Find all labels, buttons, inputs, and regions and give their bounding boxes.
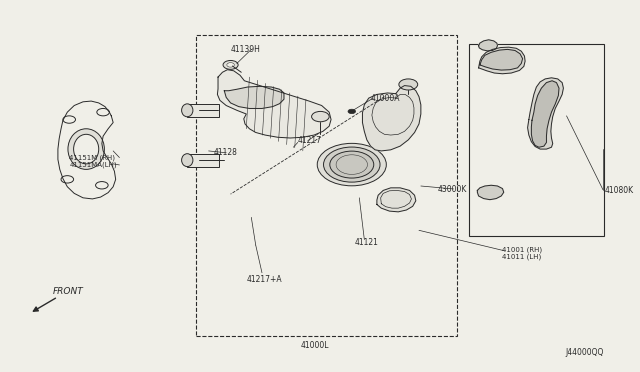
Ellipse shape xyxy=(68,129,104,169)
Polygon shape xyxy=(479,47,525,74)
Text: 43000K: 43000K xyxy=(438,185,467,194)
Polygon shape xyxy=(479,40,497,51)
Text: J44000QQ: J44000QQ xyxy=(566,349,604,357)
Text: 41000A: 41000A xyxy=(371,94,400,103)
Bar xyxy=(469,44,604,236)
Circle shape xyxy=(227,62,234,67)
Polygon shape xyxy=(531,81,559,147)
Text: 41217: 41217 xyxy=(298,136,322,145)
Polygon shape xyxy=(377,188,416,212)
Ellipse shape xyxy=(74,134,99,164)
Text: 41001 (RH): 41001 (RH) xyxy=(502,246,543,253)
Text: FRONT: FRONT xyxy=(53,287,84,296)
Circle shape xyxy=(223,61,238,69)
Ellipse shape xyxy=(317,143,387,186)
Text: 41139H: 41139H xyxy=(230,45,260,54)
Text: 41080K: 41080K xyxy=(604,186,634,195)
Circle shape xyxy=(63,116,76,123)
Text: 41151MA(LH): 41151MA(LH) xyxy=(69,162,117,168)
Bar xyxy=(187,154,220,167)
Circle shape xyxy=(97,109,109,116)
Ellipse shape xyxy=(330,151,374,178)
Polygon shape xyxy=(362,86,421,151)
Polygon shape xyxy=(224,86,284,109)
Text: 41217+A: 41217+A xyxy=(246,275,282,283)
Circle shape xyxy=(399,79,418,90)
Ellipse shape xyxy=(324,147,380,182)
Text: 41000L: 41000L xyxy=(301,341,330,350)
Circle shape xyxy=(312,112,329,122)
Text: 41151M (RH): 41151M (RH) xyxy=(69,154,115,161)
Polygon shape xyxy=(218,70,331,138)
Circle shape xyxy=(95,182,108,189)
Ellipse shape xyxy=(182,154,193,167)
Bar xyxy=(187,104,220,117)
Text: 41128: 41128 xyxy=(214,148,237,157)
Circle shape xyxy=(61,176,74,183)
Polygon shape xyxy=(480,49,523,70)
Ellipse shape xyxy=(182,104,193,117)
Circle shape xyxy=(348,109,356,113)
Polygon shape xyxy=(527,78,563,149)
Bar xyxy=(196,35,457,336)
Polygon shape xyxy=(477,185,504,200)
Text: 41121: 41121 xyxy=(355,238,378,247)
Text: 41011 (LH): 41011 (LH) xyxy=(502,254,541,260)
